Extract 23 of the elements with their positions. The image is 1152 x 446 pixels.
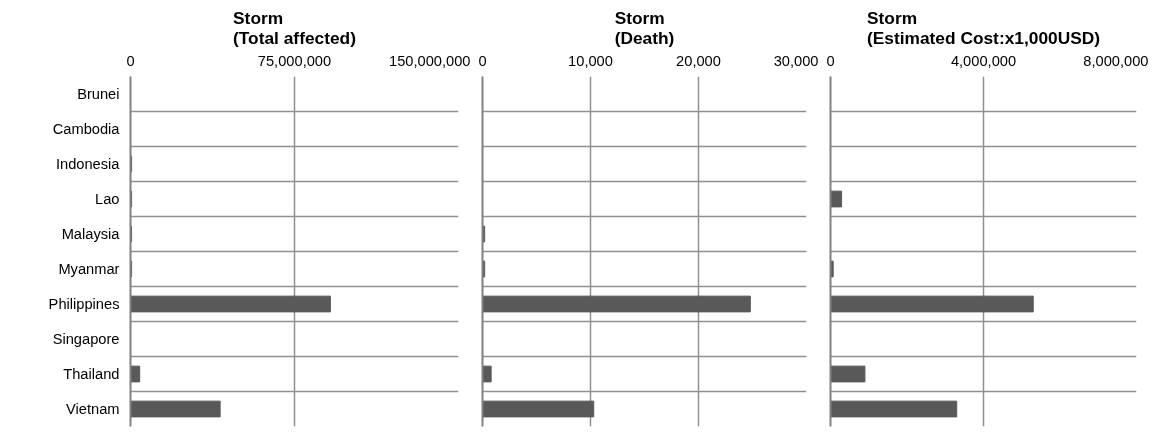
- x-tick-label: 0: [478, 52, 487, 69]
- x-tick-label: 20,000: [676, 52, 721, 69]
- y-tick-label: Philippines: [48, 296, 120, 312]
- y-tick-label: Lao: [95, 191, 120, 207]
- x-tick-label: 0: [126, 52, 135, 69]
- x-tick-label: 0: [826, 52, 835, 69]
- chart-title: Storm (Death): [614, 7, 675, 48]
- y-tick-label: Singapore: [52, 331, 120, 347]
- x-tick-label: 75,000,000: [257, 52, 332, 69]
- x-tick-label: 10,000: [568, 52, 613, 69]
- y-tick-label: Malaysia: [61, 226, 121, 242]
- y-tick-label: Vietnam: [66, 401, 120, 417]
- y-tick-label: Thailand: [63, 366, 120, 382]
- y-tick-label: Cambodia: [52, 121, 121, 137]
- chart-title: Storm (Estimated Cost:x1,000USD): [866, 7, 1101, 48]
- x-tick-label: 4,000,000: [950, 52, 1017, 69]
- y-tick-label: Myanmar: [58, 261, 120, 277]
- y-tick-label: Indonesia: [55, 156, 121, 172]
- x-tick-label: 30,000: [773, 52, 819, 69]
- y-tick-label: Brunei: [77, 86, 120, 102]
- x-tick-label: 8,000,000: [1083, 52, 1149, 69]
- chart-title: Storm (Total affected): [233, 7, 356, 48]
- x-tick-label: 150,000,000: [389, 52, 471, 69]
